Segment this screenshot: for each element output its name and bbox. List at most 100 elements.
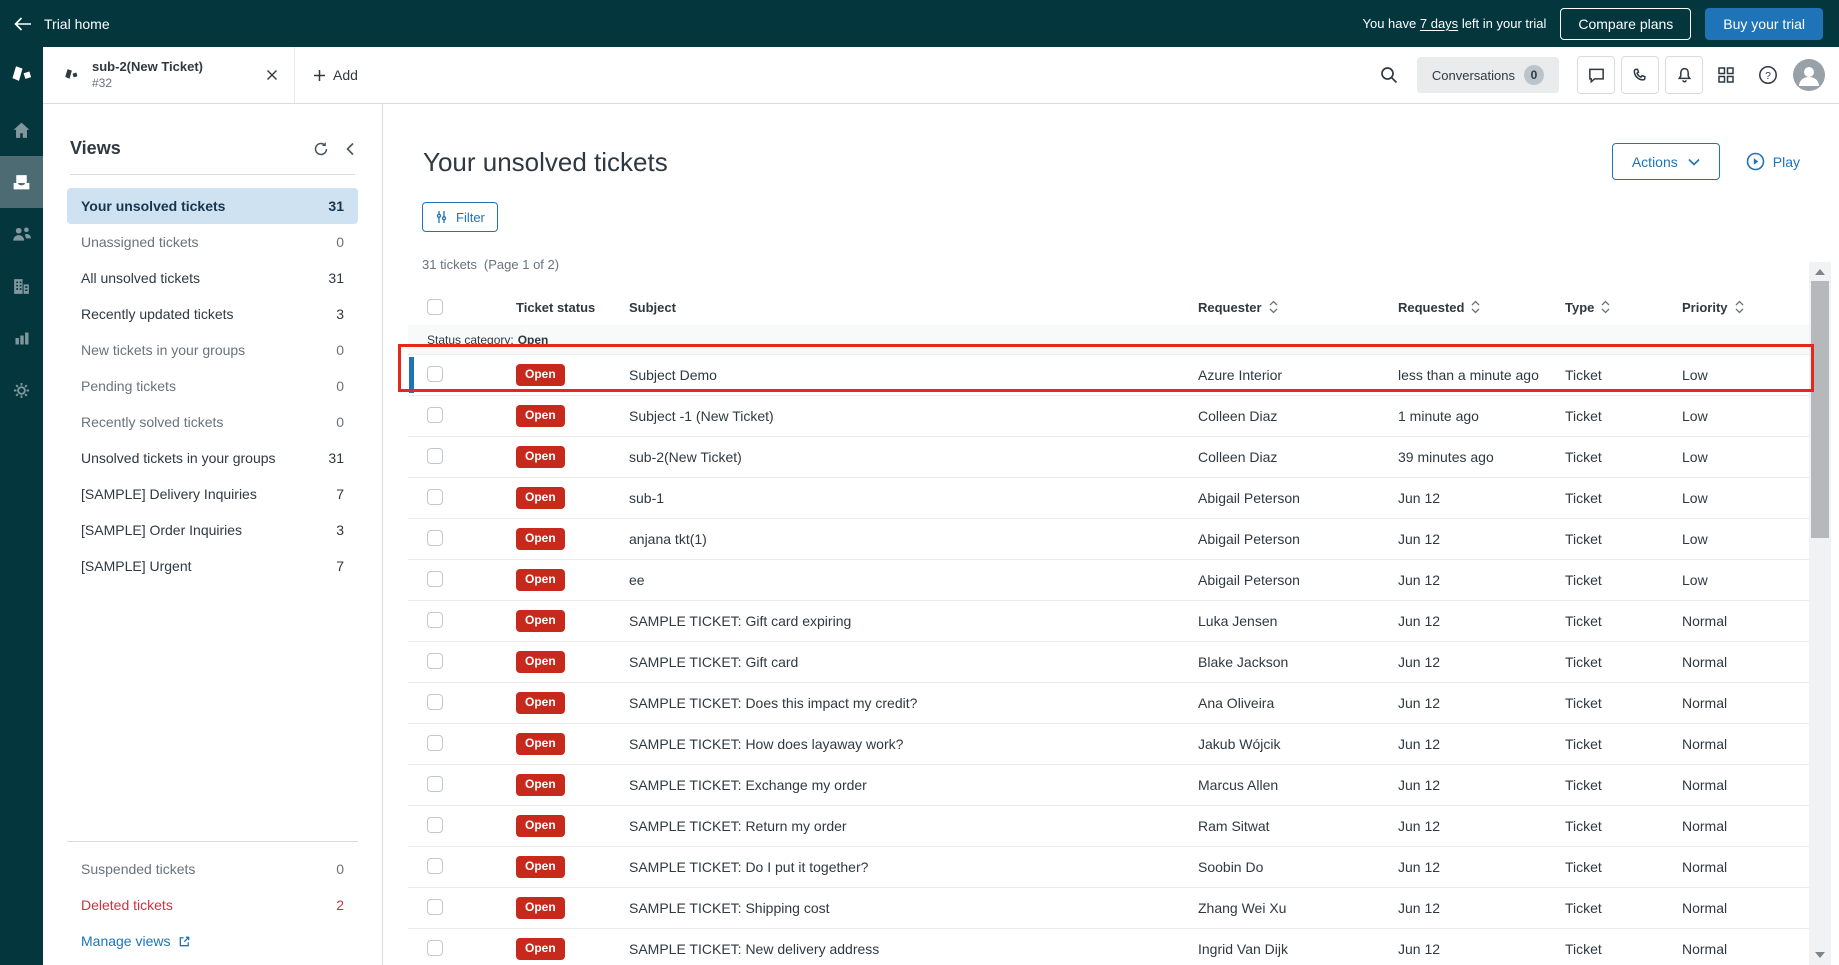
table-row[interactable]: Open SAMPLE TICKET: Return my order Ram … [408,806,1809,847]
ticket-priority: Normal [1682,859,1728,875]
view-list-item[interactable]: New tickets in your groups 0 [67,332,358,368]
view-list-item[interactable]: Suspended tickets 0 [67,851,358,887]
row-checkbox[interactable] [427,570,443,587]
column-header-priority[interactable]: Priority [1682,300,1809,315]
column-header-type[interactable]: Type [1565,300,1682,315]
table-row[interactable]: Open sub-1 Abigail Peterson Jun 12 Ticke… [408,478,1809,519]
sidebar-item-organizations[interactable] [0,260,43,312]
scroll-down-arrow-icon[interactable] [1809,947,1831,963]
ticket-requester: Azure Interior [1198,367,1283,383]
ticket-subject[interactable]: anjana tkt(1) [629,531,707,547]
play-button[interactable]: Play [1746,152,1800,171]
column-header-requester[interactable]: Requester [1198,300,1398,315]
row-checkbox[interactable] [427,939,443,956]
ticket-priority: Normal [1682,695,1728,711]
view-list-item[interactable]: Recently solved tickets 0 [67,404,358,440]
phone-button[interactable] [1621,56,1659,94]
manage-views-link[interactable]: Manage views [67,923,358,959]
sidebar-item-customers[interactable] [0,208,43,260]
row-checkbox[interactable] [427,488,443,505]
ticket-subject[interactable]: Subject Demo [629,367,717,383]
view-list-item[interactable]: [SAMPLE] Urgent 7 [67,548,358,584]
add-tab-button[interactable]: Add [295,47,376,103]
view-list-item[interactable]: [SAMPLE] Delivery Inquiries 7 [67,476,358,512]
scrollbar-thumb[interactable] [1811,281,1829,538]
view-list-item[interactable]: All unsolved tickets 31 [67,260,358,296]
row-checkbox[interactable] [427,898,443,915]
user-avatar[interactable] [1793,59,1825,91]
table-row[interactable]: Open SAMPLE TICKET: Exchange my order Ma… [408,765,1809,806]
filter-button[interactable]: Filter [422,202,498,232]
sidebar-item-reporting[interactable] [0,312,43,364]
row-checkbox[interactable] [427,447,443,464]
chat-button[interactable] [1577,56,1615,94]
view-list-item[interactable]: Pending tickets 0 [67,368,358,404]
ticket-subject[interactable]: SAMPLE TICKET: Shipping cost [629,900,830,916]
select-all-checkbox[interactable] [427,299,443,315]
view-list-item[interactable]: Recently updated tickets 3 [67,296,358,332]
scroll-up-arrow-icon[interactable] [1809,264,1831,280]
buy-trial-button[interactable]: Buy your trial [1705,7,1823,40]
table-row[interactable]: Open Subject Demo Azure Interior less th… [408,355,1809,396]
table-row[interactable]: Open SAMPLE TICKET: Shipping cost Zhang … [408,888,1809,929]
table-row[interactable]: Open anjana tkt(1) Abigail Peterson Jun … [408,519,1809,560]
view-list-item[interactable]: Deleted tickets 2 [67,887,358,923]
compare-plans-button[interactable]: Compare plans [1560,7,1692,40]
collapse-views-button[interactable] [345,142,355,156]
conversations-button[interactable]: Conversations 0 [1416,57,1559,93]
ticket-requester: Ram Sitwat [1198,818,1270,834]
row-checkbox[interactable] [427,406,443,423]
conversations-count-badge: 0 [1524,65,1544,85]
table-row[interactable]: Open SAMPLE TICKET: How does layaway wor… [408,724,1809,765]
notifications-button[interactable] [1665,56,1703,94]
ticket-subject[interactable]: SAMPLE TICKET: How does layaway work? [629,736,904,752]
ticket-tab[interactable]: sub-2(New Ticket) #32 [43,47,295,103]
row-checkbox[interactable] [427,652,443,669]
search-button[interactable] [1379,65,1399,85]
view-list-item[interactable]: Unsolved tickets in your groups 31 [67,440,358,476]
ticket-subject[interactable]: SAMPLE TICKET: Gift card [629,654,799,670]
table-row[interactable]: Open ee Abigail Peterson Jun 12 Ticket L… [408,560,1809,601]
row-checkbox[interactable] [427,365,443,382]
ticket-subject[interactable]: SAMPLE TICKET: Do I put it together? [629,859,869,875]
ticket-subject[interactable]: SAMPLE TICKET: Return my order [629,818,847,834]
table-row[interactable]: Open Subject -1 (New Ticket) Colleen Dia… [408,396,1809,437]
row-checkbox[interactable] [427,857,443,874]
view-list-item[interactable]: [SAMPLE] Order Inquiries 3 [67,512,358,548]
column-header-requested[interactable]: Requested [1398,300,1565,315]
status-badge: Open [516,446,565,468]
view-list-item[interactable]: Unassigned tickets 0 [67,224,358,260]
view-list-item[interactable]: Your unsolved tickets 31 [67,188,358,224]
ticket-subject[interactable]: SAMPLE TICKET: New delivery address [629,941,880,957]
sidebar-item-views[interactable] [0,156,43,208]
ticket-subject[interactable]: SAMPLE TICKET: Does this impact my credi… [629,695,918,711]
sidebar-item-home[interactable] [0,104,43,156]
ticket-subject[interactable]: ee [629,572,645,588]
sidebar-item-admin[interactable] [0,364,43,416]
trial-days-link[interactable]: 7 days [1419,16,1459,31]
table-row[interactable]: Open SAMPLE TICKET: Does this impact my … [408,683,1809,724]
refresh-views-button[interactable] [313,141,329,157]
row-checkbox[interactable] [427,529,443,546]
apps-button[interactable] [1709,58,1743,92]
ticket-subject[interactable]: SAMPLE TICKET: Gift card expiring [629,613,852,629]
row-checkbox[interactable] [427,734,443,751]
table-scrollbar[interactable] [1809,262,1831,965]
row-checkbox[interactable] [427,611,443,628]
ticket-subject[interactable]: Subject -1 (New Ticket) [629,408,774,424]
ticket-subject[interactable]: SAMPLE TICKET: Exchange my order [629,777,867,793]
table-row[interactable]: Open SAMPLE TICKET: New delivery address… [408,929,1809,965]
ticket-subject[interactable]: sub-1 [629,490,665,506]
ticket-subject[interactable]: sub-2(New Ticket) [629,449,742,465]
table-row[interactable]: Open sub-2(New Ticket) Colleen Diaz 39 m… [408,437,1809,478]
table-row[interactable]: Open SAMPLE TICKET: Gift card Blake Jack… [408,642,1809,683]
table-row[interactable]: Open SAMPLE TICKET: Gift card expiring L… [408,601,1809,642]
back-button[interactable] [14,16,32,31]
table-row[interactable]: Open SAMPLE TICKET: Do I put it together… [408,847,1809,888]
row-checkbox[interactable] [427,816,443,833]
row-checkbox[interactable] [427,775,443,792]
help-button[interactable]: ? [1751,58,1785,92]
tab-close-button[interactable] [262,65,282,85]
actions-button[interactable]: Actions [1611,143,1720,180]
row-checkbox[interactable] [427,693,443,710]
